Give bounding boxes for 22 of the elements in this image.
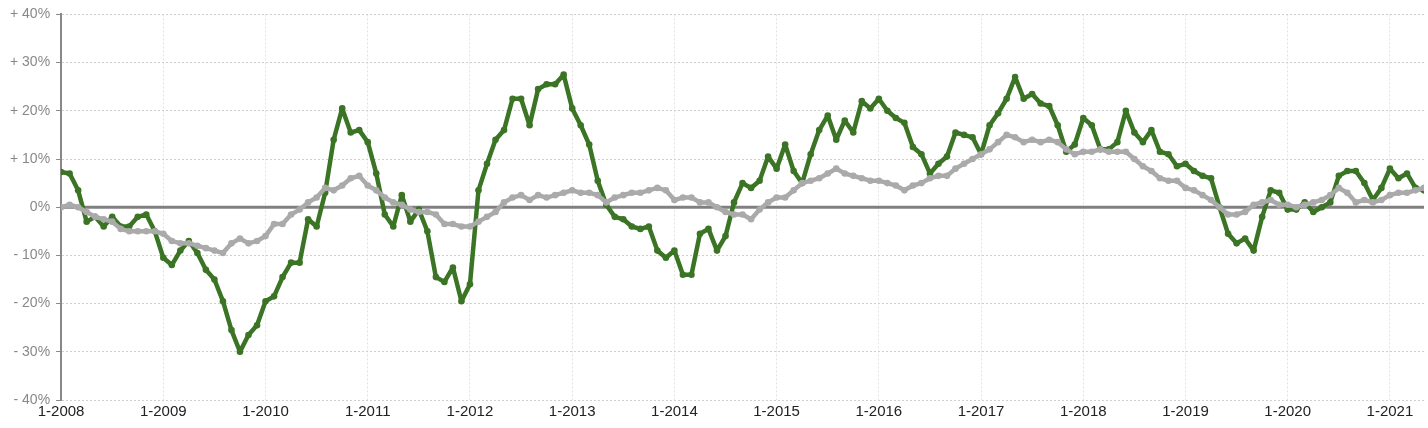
x-tick-label: 1-2018 <box>1059 402 1107 420</box>
x-tick-label: 1-2011 <box>344 402 391 420</box>
y-tick-label: + 30% <box>9 53 51 70</box>
y-tick-label: - 10% <box>13 246 51 263</box>
y-tick-label: - 40% <box>13 390 51 407</box>
y-tick-label: + 40% <box>9 5 51 22</box>
x-tick-label: 1-2013 <box>548 402 596 420</box>
x-tick-label: 1-2012 <box>446 402 494 420</box>
x-tick-label: 1-2016 <box>855 402 903 420</box>
x-tick-label: 1-2010 <box>242 402 289 420</box>
y-tick-label: + 10% <box>9 149 51 166</box>
x-tick-label: 1-2014 <box>651 402 698 420</box>
y-tick-label: - 30% <box>13 342 51 359</box>
x-tick-label: 1-2020 <box>1264 402 1312 420</box>
x-tick-label: 1-2009 <box>139 402 187 420</box>
y-tick-label: - 20% <box>13 294 51 311</box>
x-tick-label: 1-2017 <box>957 402 1005 420</box>
x-tick-label: 1-2021 <box>1366 402 1414 420</box>
x-tick-label: 1-2019 <box>1162 402 1209 420</box>
y-tick-label: + 20% <box>9 101 51 118</box>
x-tick-label: 1-2015 <box>753 402 800 420</box>
y-tick-label: 0% <box>29 198 51 215</box>
